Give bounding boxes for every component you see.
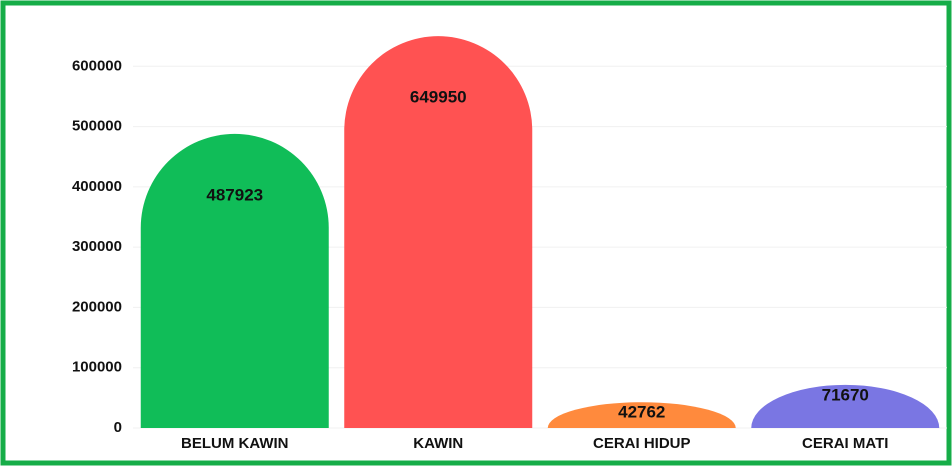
value-label: 42762 <box>618 403 665 422</box>
value-label: 487923 <box>206 185 263 204</box>
value-label: 71670 <box>822 385 869 404</box>
value-label: 649950 <box>410 88 467 107</box>
y-tick-label: 300000 <box>72 238 122 255</box>
y-tick-label: 600000 <box>72 57 122 74</box>
x-tick-label: BELUM KAWIN <box>181 435 289 452</box>
y-tick-label: 200000 <box>72 298 122 315</box>
x-tick-label: CERAI MATI <box>802 435 888 452</box>
y-tick-label: 400000 <box>72 178 122 195</box>
bar <box>344 36 533 428</box>
x-tick-label: CERAI HIDUP <box>593 435 691 452</box>
bar <box>547 402 736 428</box>
y-tick-label: 100000 <box>72 359 122 376</box>
y-tick-label: 500000 <box>72 118 122 135</box>
bar <box>140 133 329 428</box>
y-tick-label: 0 <box>114 419 122 436</box>
bar <box>751 384 940 428</box>
x-tick-label: KAWIN <box>413 435 463 452</box>
